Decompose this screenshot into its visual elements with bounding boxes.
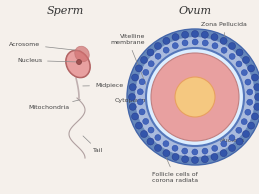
- Circle shape: [201, 31, 208, 38]
- Text: Follicle cells of
corona radiata: Follicle cells of corona radiata: [152, 158, 198, 183]
- Circle shape: [255, 94, 259, 100]
- Circle shape: [172, 34, 179, 41]
- Circle shape: [201, 156, 208, 163]
- Circle shape: [129, 103, 136, 110]
- Circle shape: [251, 113, 258, 120]
- Circle shape: [247, 99, 253, 105]
- Circle shape: [242, 131, 249, 138]
- Text: Midpiece: Midpiece: [83, 83, 123, 88]
- Ellipse shape: [66, 51, 90, 77]
- Circle shape: [163, 47, 169, 53]
- Circle shape: [202, 40, 208, 46]
- Circle shape: [236, 127, 242, 133]
- Circle shape: [228, 42, 235, 49]
- Text: Tail: Tail: [83, 136, 103, 153]
- Circle shape: [182, 31, 189, 38]
- Circle shape: [127, 29, 259, 165]
- Circle shape: [211, 34, 218, 41]
- Text: Nucleus: Nucleus: [17, 58, 76, 63]
- Circle shape: [137, 99, 143, 105]
- Circle shape: [241, 70, 247, 76]
- Circle shape: [192, 39, 198, 45]
- Circle shape: [254, 103, 259, 110]
- Circle shape: [175, 77, 215, 117]
- Circle shape: [151, 53, 239, 141]
- Circle shape: [242, 56, 249, 63]
- Circle shape: [147, 138, 154, 145]
- Circle shape: [132, 74, 139, 81]
- Circle shape: [182, 148, 188, 154]
- Circle shape: [148, 127, 154, 133]
- Circle shape: [155, 53, 161, 59]
- Text: Cytoplasm: Cytoplasm: [114, 98, 156, 107]
- Text: Acrosome: Acrosome: [9, 42, 80, 51]
- Text: Sperm: Sperm: [46, 6, 84, 16]
- Circle shape: [146, 48, 244, 146]
- Text: Vitelline
membrane: Vitelline membrane: [111, 34, 146, 84]
- Text: Zona Pellucida: Zona Pellucida: [201, 22, 247, 44]
- Circle shape: [139, 109, 145, 115]
- Circle shape: [172, 153, 179, 160]
- Circle shape: [221, 47, 227, 53]
- Circle shape: [228, 145, 235, 152]
- Circle shape: [154, 42, 161, 49]
- Circle shape: [163, 141, 169, 147]
- Circle shape: [141, 131, 148, 138]
- Circle shape: [220, 37, 227, 44]
- Circle shape: [148, 61, 154, 67]
- Circle shape: [212, 145, 218, 151]
- Circle shape: [135, 65, 142, 72]
- Circle shape: [143, 118, 149, 124]
- Circle shape: [236, 138, 243, 145]
- Circle shape: [192, 149, 198, 155]
- Circle shape: [251, 74, 258, 81]
- Circle shape: [191, 157, 198, 164]
- Circle shape: [128, 94, 135, 100]
- Circle shape: [241, 119, 247, 125]
- Circle shape: [163, 37, 170, 44]
- Circle shape: [248, 122, 255, 129]
- Circle shape: [172, 43, 178, 49]
- Circle shape: [154, 145, 161, 152]
- Circle shape: [182, 40, 188, 46]
- Text: Mitochondria: Mitochondria: [28, 100, 80, 110]
- Circle shape: [212, 43, 218, 49]
- Circle shape: [229, 53, 235, 59]
- Circle shape: [245, 109, 251, 115]
- Ellipse shape: [75, 46, 89, 62]
- Circle shape: [135, 37, 255, 157]
- Circle shape: [76, 60, 82, 64]
- Circle shape: [135, 122, 142, 129]
- Circle shape: [163, 150, 170, 157]
- Circle shape: [254, 84, 259, 91]
- Text: Nucleus: Nucleus: [212, 109, 245, 143]
- Circle shape: [129, 84, 136, 91]
- Circle shape: [248, 65, 255, 72]
- Circle shape: [245, 79, 251, 85]
- Circle shape: [247, 89, 253, 95]
- Text: Ovum: Ovum: [178, 6, 212, 16]
- Circle shape: [236, 61, 242, 67]
- Circle shape: [220, 150, 227, 157]
- Circle shape: [137, 89, 143, 95]
- Circle shape: [221, 141, 227, 147]
- Circle shape: [147, 49, 154, 56]
- Circle shape: [229, 135, 235, 141]
- Circle shape: [202, 148, 208, 154]
- Circle shape: [143, 69, 149, 75]
- Circle shape: [132, 113, 139, 120]
- Circle shape: [211, 153, 218, 160]
- Circle shape: [236, 49, 243, 56]
- Circle shape: [191, 30, 198, 37]
- Circle shape: [182, 156, 189, 163]
- Circle shape: [172, 145, 178, 151]
- Circle shape: [139, 79, 145, 85]
- Circle shape: [155, 135, 161, 141]
- Circle shape: [141, 56, 148, 63]
